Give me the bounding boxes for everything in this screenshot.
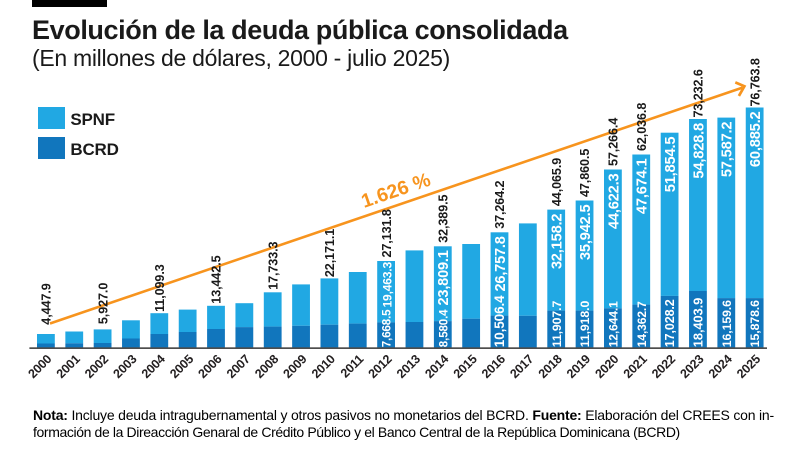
svg-text:51,854.5: 51,854.5 — [663, 137, 679, 193]
svg-text:2018: 2018 — [536, 352, 565, 381]
svg-text:2014: 2014 — [422, 352, 451, 381]
svg-text:2000: 2000 — [25, 352, 54, 381]
svg-text:11,907.7: 11,907.7 — [550, 301, 564, 348]
svg-text:5,927.0: 5,927.0 — [96, 283, 110, 324]
svg-text:2006: 2006 — [196, 352, 225, 381]
svg-text:2025: 2025 — [734, 352, 763, 381]
svg-text:57,266.4: 57,266.4 — [607, 118, 621, 166]
svg-text:2013: 2013 — [394, 352, 423, 381]
svg-text:14,362.7: 14,362.7 — [635, 301, 649, 347]
svg-text:17,733.3: 17,733.3 — [266, 241, 280, 289]
svg-text:12,644.1: 12,644.1 — [607, 301, 621, 347]
svg-text:7,668.5: 7,668.5 — [382, 309, 394, 347]
svg-text:11,099.3: 11,099.3 — [153, 264, 167, 312]
svg-text:2005: 2005 — [167, 352, 196, 381]
svg-text:10,506.4: 10,506.4 — [492, 295, 507, 347]
svg-text:17,028.2: 17,028.2 — [663, 299, 677, 347]
svg-text:2007: 2007 — [224, 352, 253, 381]
svg-text:32,389.5: 32,389.5 — [437, 194, 451, 242]
svg-text:2010: 2010 — [309, 352, 338, 381]
svg-text:62,036.8: 62,036.8 — [635, 103, 649, 151]
svg-text:54,828.8: 54,828.8 — [691, 123, 707, 179]
svg-text:4,447.9: 4,447.9 — [40, 283, 54, 324]
svg-text:2002: 2002 — [82, 352, 111, 381]
svg-text:2023: 2023 — [678, 352, 707, 381]
svg-text:2009: 2009 — [281, 352, 310, 381]
svg-text:2011: 2011 — [338, 352, 367, 381]
svg-text:2024: 2024 — [706, 352, 735, 381]
svg-text:60,885.2: 60,885.2 — [748, 111, 764, 167]
svg-text:37,264.2: 37,264.2 — [493, 180, 507, 228]
svg-text:47,674.1: 47,674.1 — [635, 158, 651, 214]
svg-text:22,171.1: 22,171.1 — [323, 229, 337, 277]
svg-text:2015: 2015 — [451, 352, 480, 381]
svg-text:44,065.9: 44,065.9 — [550, 158, 564, 206]
svg-text:73,232.6: 73,232.6 — [692, 69, 706, 117]
svg-text:76,763.8: 76,763.8 — [748, 58, 762, 106]
svg-text:15,878.6: 15,878.6 — [748, 300, 762, 347]
svg-text:57,587.2: 57,587.2 — [720, 122, 736, 178]
svg-text:2017: 2017 — [507, 352, 536, 381]
svg-text:2004: 2004 — [139, 352, 168, 381]
svg-text:19,463.3: 19,463.3 — [381, 262, 395, 308]
svg-text:27,131.8: 27,131.8 — [380, 209, 394, 257]
svg-text:2001: 2001 — [54, 352, 83, 381]
svg-text:16,159.6: 16,159.6 — [720, 300, 734, 347]
svg-text:26,757.8: 26,757.8 — [493, 236, 509, 291]
svg-text:2008: 2008 — [252, 352, 281, 381]
svg-text:2019: 2019 — [564, 352, 593, 381]
svg-text:44,622.3: 44,622.3 — [606, 173, 622, 229]
svg-text:2012: 2012 — [366, 352, 395, 381]
svg-text:23,809.1: 23,809.1 — [436, 250, 452, 305]
svg-text:8,580.4: 8,580.4 — [438, 309, 450, 347]
svg-text:13,442.5: 13,442.5 — [210, 255, 224, 303]
svg-text:11,918.0: 11,918.0 — [578, 301, 592, 348]
svg-text:2020: 2020 — [592, 352, 621, 381]
svg-text:2022: 2022 — [649, 352, 678, 381]
svg-text:2021: 2021 — [621, 352, 650, 381]
svg-text:2016: 2016 — [479, 352, 508, 381]
svg-text:2003: 2003 — [111, 352, 140, 381]
svg-text:35,942.5: 35,942.5 — [578, 204, 594, 260]
svg-text:32,158.2: 32,158.2 — [550, 214, 566, 270]
svg-text:18,403.9: 18,403.9 — [691, 298, 706, 347]
svg-text:47,860.5: 47,860.5 — [578, 149, 592, 197]
